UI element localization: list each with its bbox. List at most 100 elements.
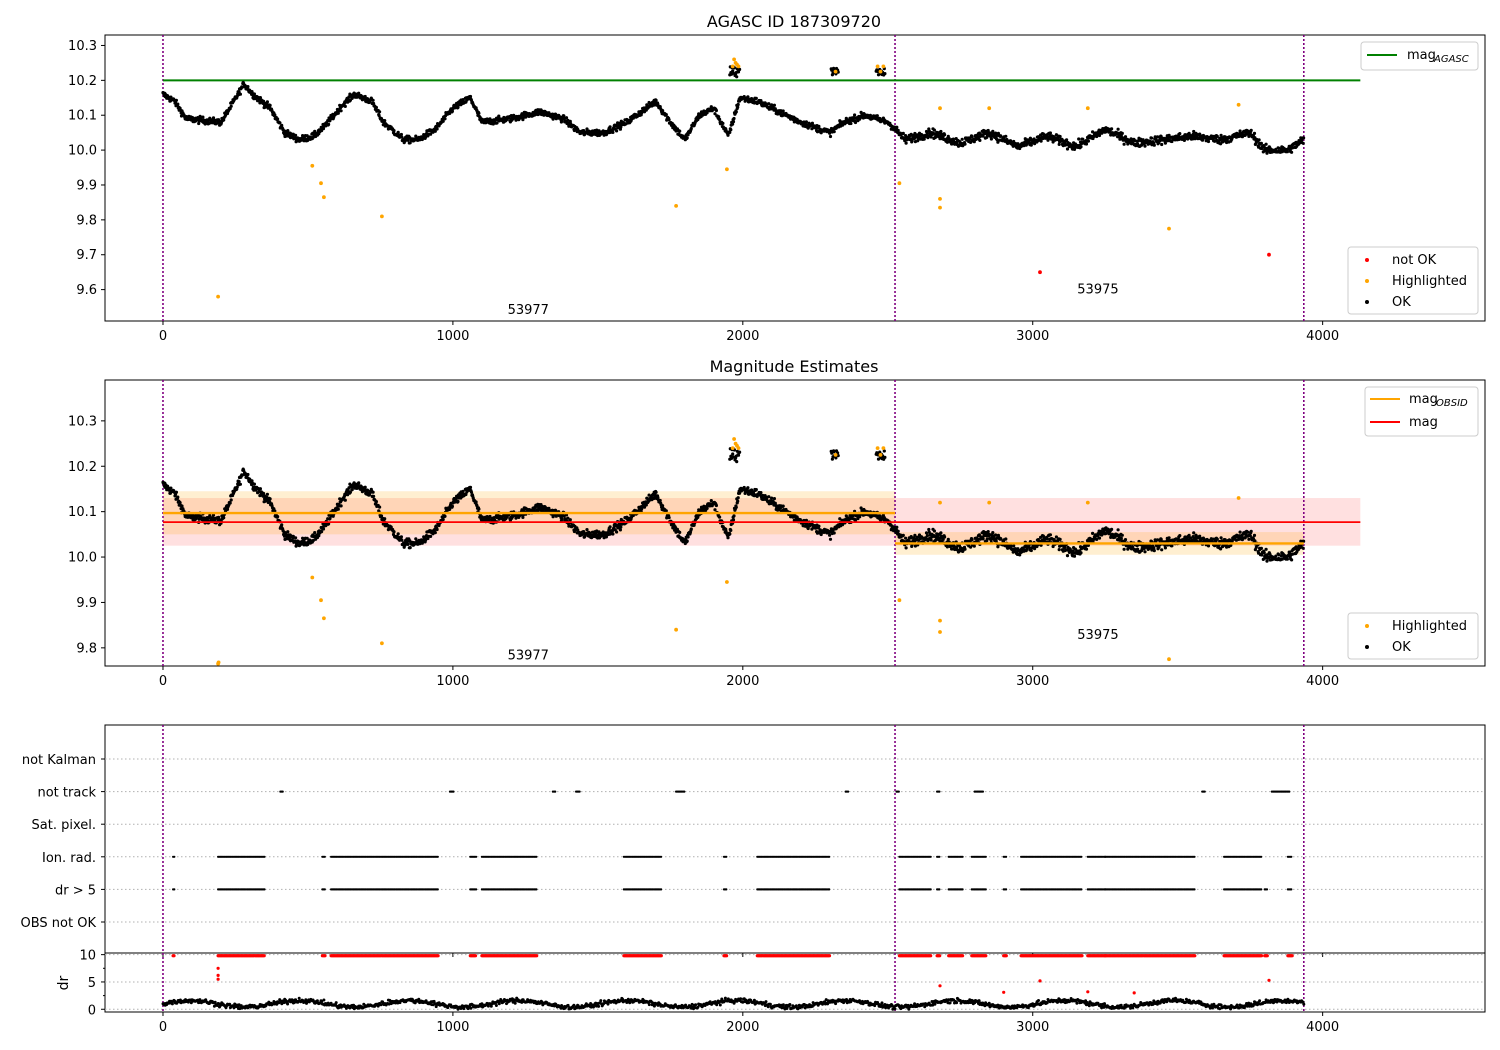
ok-point xyxy=(456,105,460,109)
ok-point xyxy=(211,116,216,120)
ok-point xyxy=(994,533,998,537)
ok-point xyxy=(1095,537,1099,542)
ok-point xyxy=(1065,138,1069,142)
ok-point xyxy=(265,492,269,496)
ok-point xyxy=(939,531,943,535)
ok-point xyxy=(731,518,736,522)
ok-point xyxy=(392,530,396,534)
highlighted-point xyxy=(1236,102,1241,107)
ok-point xyxy=(1163,141,1167,145)
ok-point xyxy=(770,496,774,500)
highlighted-point xyxy=(878,69,883,74)
ok-point xyxy=(372,101,376,106)
ok-point xyxy=(736,105,740,109)
ok-point xyxy=(1274,147,1278,151)
ok-point xyxy=(732,116,736,121)
ok-point xyxy=(238,92,242,96)
ok-point xyxy=(986,128,990,133)
ok-point xyxy=(1097,133,1102,138)
ok-point xyxy=(286,129,290,133)
highlighted-point xyxy=(1085,106,1090,111)
ok-point xyxy=(406,542,410,547)
ok-point xyxy=(1084,142,1089,146)
ok-point xyxy=(726,536,730,540)
ok-point xyxy=(1136,139,1141,143)
ok-point xyxy=(689,527,693,531)
ok-point xyxy=(735,75,739,79)
ok-point xyxy=(1247,134,1251,138)
panel-title: AGASC ID 187309720 xyxy=(707,12,881,31)
ok-point xyxy=(1143,550,1147,554)
ok-point xyxy=(1238,530,1242,534)
ok-point xyxy=(932,529,937,533)
ok-point xyxy=(904,134,908,138)
ok-point xyxy=(1097,536,1102,540)
ok-point xyxy=(999,134,1003,138)
ok-point xyxy=(176,495,180,499)
ok-point xyxy=(615,530,619,534)
ok-point xyxy=(895,525,899,529)
legend-marker xyxy=(1365,300,1369,304)
ok-point xyxy=(276,117,280,121)
ok-point xyxy=(963,547,967,551)
ok-point xyxy=(450,109,454,113)
y-tick-label: 10.0 xyxy=(68,144,97,159)
ok-point xyxy=(1285,150,1289,154)
ok-point xyxy=(1048,533,1052,537)
ok-point xyxy=(718,515,722,519)
ok-point xyxy=(399,132,403,137)
ok-point xyxy=(585,528,589,532)
legend-label: OK xyxy=(1392,295,1411,310)
highlighted-point xyxy=(875,64,880,69)
ok-point xyxy=(970,135,974,139)
ok-point xyxy=(717,115,721,119)
ok-point xyxy=(456,499,460,504)
ok-point xyxy=(433,531,437,535)
ok-point xyxy=(994,131,998,135)
ok-point xyxy=(435,527,439,532)
ok-point xyxy=(970,538,974,542)
ok-point xyxy=(201,115,205,119)
ok-point xyxy=(913,131,917,136)
y-tick-label: 9.9 xyxy=(76,178,97,193)
ok-point xyxy=(1182,138,1186,142)
ok-point xyxy=(1206,544,1211,548)
ok-point xyxy=(435,127,439,131)
ok-point xyxy=(767,495,771,499)
ok-point xyxy=(1045,537,1049,541)
ok-point xyxy=(972,544,976,548)
ok-point xyxy=(1149,136,1154,140)
ok-point xyxy=(925,534,930,538)
ok-point xyxy=(713,508,717,512)
highlighted-point xyxy=(674,204,678,208)
ok-point xyxy=(1120,533,1124,537)
ok-point xyxy=(746,95,750,99)
ok-point xyxy=(925,132,930,136)
ok-point xyxy=(1029,548,1033,553)
ok-point xyxy=(1152,549,1156,553)
ok-point xyxy=(1215,537,1219,541)
ok-point xyxy=(654,490,658,494)
ok-point xyxy=(828,537,833,541)
ok-point xyxy=(176,102,180,106)
ok-point xyxy=(1079,551,1083,555)
ok-point xyxy=(667,118,671,122)
ok-point xyxy=(408,141,412,145)
ok-point xyxy=(746,486,750,490)
ok-point xyxy=(792,120,796,124)
ok-point xyxy=(408,546,412,550)
ok-point xyxy=(686,133,690,137)
ok-point xyxy=(608,525,612,529)
ok-point xyxy=(1143,144,1147,148)
highlighted-point xyxy=(730,64,735,69)
ok-point xyxy=(904,546,908,550)
ok-point xyxy=(1302,136,1306,140)
ok-point xyxy=(1192,531,1196,535)
ok-point xyxy=(922,137,926,141)
ok-point xyxy=(734,110,738,114)
ok-point xyxy=(960,137,964,141)
y-tick-label: 9.7 xyxy=(76,248,97,263)
ok-point xyxy=(772,103,777,107)
legend-label: Highlighted xyxy=(1392,274,1467,289)
ok-point xyxy=(268,103,272,107)
